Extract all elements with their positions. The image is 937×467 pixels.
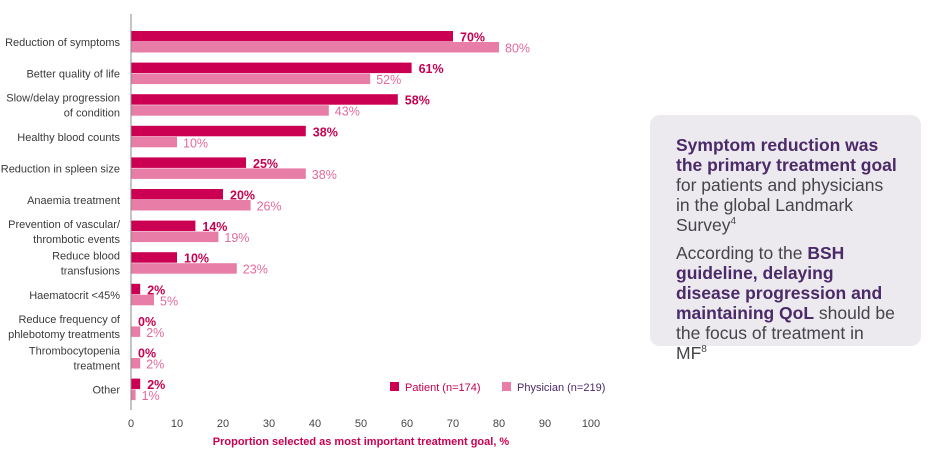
category-label: Prevention of vascular/thrombotic events	[8, 219, 121, 246]
callout-text-2b: should be the focus of treatment in MF	[676, 303, 895, 363]
x-axis-title: Proportion selected as most important tr…	[213, 436, 510, 448]
callout-text-1: for patients and physicians in the globa…	[676, 175, 884, 235]
patient-bar	[131, 62, 412, 74]
category-label: Healthy blood counts	[17, 132, 120, 144]
physician-bar	[131, 73, 371, 85]
legend-swatch	[390, 382, 399, 391]
physician-bar	[131, 168, 306, 179]
callout-paragraph-1: Symptom reduction was the primary treatm…	[676, 135, 899, 235]
physician-value-label: 80%	[505, 42, 530, 56]
patient-value-label: 25%	[253, 157, 278, 171]
x-tick-label: 30	[263, 418, 275, 430]
legend-swatch	[502, 382, 511, 391]
patient-bar	[131, 31, 453, 42]
physician-value-label: 2%	[146, 326, 164, 340]
patient-bar	[131, 157, 246, 168]
physician-bar	[131, 231, 219, 243]
category-label: Reduce blood transfusions	[52, 251, 120, 278]
x-tick-label: 50	[355, 418, 367, 430]
callout-box: Symptom reduction was the primary treatm…	[650, 115, 921, 363]
patient-value-label: 0%	[138, 315, 156, 329]
physician-bar	[131, 263, 237, 274]
patient-bar	[131, 283, 141, 295]
physician-value-label: 10%	[183, 136, 208, 150]
patient-value-label: 2%	[147, 283, 165, 297]
physician-bar	[131, 136, 177, 148]
category-label: Haematocrit <45%	[29, 290, 120, 302]
physician-bar	[131, 105, 329, 116]
physician-value-label: 26%	[257, 200, 282, 214]
patient-bar	[131, 94, 398, 105]
patient-value-label: 20%	[230, 189, 255, 203]
patient-value-label: 14%	[202, 220, 227, 234]
x-tick-label: 20	[217, 418, 229, 430]
patient-value-label: 58%	[405, 94, 430, 108]
callout-text-2a: According to the	[676, 243, 808, 263]
patient-bar	[131, 378, 141, 390]
x-tick-label: 40	[309, 418, 321, 430]
bar-chart: Reduction of symptoms 70% 80% Better qualit…	[1, 14, 605, 448]
patient-value-label: 70%	[460, 31, 485, 45]
x-tick-label: 70	[447, 418, 459, 430]
physician-value-label: 5%	[160, 294, 178, 308]
patient-value-label: 10%	[184, 252, 209, 266]
patient-bar	[131, 189, 223, 200]
patient-bar	[131, 252, 177, 263]
category-label: Better quality of life	[26, 69, 120, 81]
physician-value-label: 23%	[243, 263, 268, 277]
callout-ref-2: 8	[701, 344, 707, 356]
physician-value-label: 2%	[146, 358, 164, 372]
physician-bar	[131, 42, 499, 53]
physician-value-label: 1%	[142, 389, 160, 403]
patient-bar	[131, 125, 306, 137]
legend-label: Patient (n=174)	[405, 382, 481, 394]
category-label: Thrombocytopenia treatment	[29, 346, 121, 373]
patient-value-label: 0%	[138, 347, 156, 361]
callout-paragraph-2: According to the BSH guideline, delaying…	[676, 243, 899, 363]
patient-value-label: 2%	[147, 378, 165, 392]
category-label: Reduce frequency of phlebotomy treatments	[8, 314, 121, 341]
physician-bar	[131, 294, 154, 306]
physician-value-label: 38%	[312, 168, 337, 182]
x-tick-label: 0	[128, 418, 134, 430]
category-label: Reduction in spleen size	[1, 163, 120, 175]
x-tick-label: 60	[401, 418, 413, 430]
x-tick-label: 100	[582, 418, 600, 430]
legend-label: Physician (n=219)	[517, 382, 605, 394]
patient-value-label: 38%	[313, 125, 338, 139]
physician-bar	[131, 326, 141, 337]
callout-ref-1: 4	[730, 216, 737, 228]
patient-value-label: 61%	[419, 62, 444, 76]
physician-bar	[131, 358, 141, 369]
category-label: Slow/delay progression of condition	[6, 93, 120, 120]
patient-bar	[131, 220, 196, 232]
category-label: Reduction of symptoms	[5, 37, 120, 49]
category-label: Anaemia treatment	[27, 195, 120, 207]
x-tick-label: 90	[539, 418, 551, 430]
physician-value-label: 52%	[376, 73, 401, 87]
category-label: Other	[92, 385, 120, 397]
callout-bold-1: Symptom reduction was the primary treatm…	[676, 135, 897, 175]
callout-bold-2: BSH guideline, delaying disease progress…	[676, 243, 883, 323]
physician-bar	[131, 200, 251, 211]
physician-value-label: 19%	[224, 231, 249, 245]
physician-bar	[131, 389, 136, 401]
x-tick-label: 80	[493, 418, 505, 430]
physician-value-label: 43%	[335, 105, 360, 119]
x-tick-label: 10	[171, 418, 183, 430]
